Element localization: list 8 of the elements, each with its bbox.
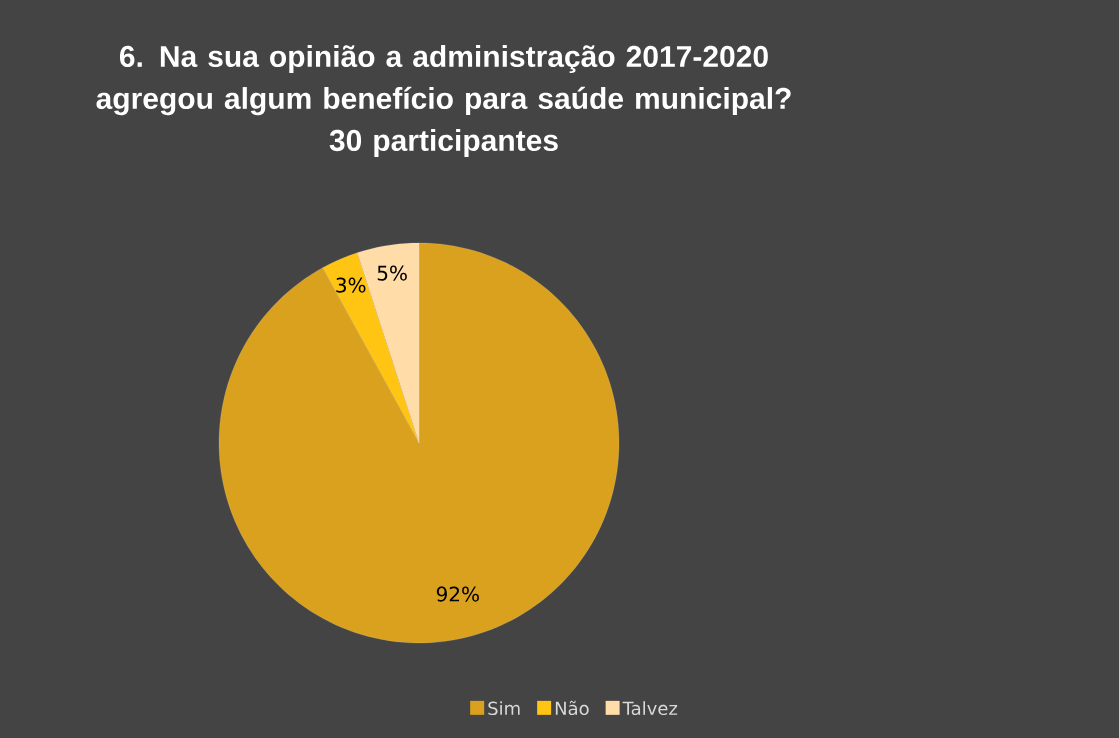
legend-label: Talvez xyxy=(622,701,678,716)
data-label: 5% xyxy=(377,265,407,281)
chart-subtitle: 30 participantes xyxy=(329,129,558,157)
chart-title: 6. Na sua opinião a administração 2017-2020 agregou algum benefício para saúde municipal? xyxy=(96,45,791,116)
data-label: 3% xyxy=(336,277,366,293)
legend-label: Não xyxy=(555,700,589,716)
legend-label: Sim xyxy=(488,701,520,716)
data-label: 92% xyxy=(436,586,479,602)
